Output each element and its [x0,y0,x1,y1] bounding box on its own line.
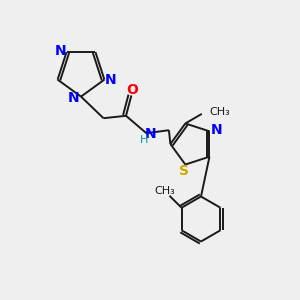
Text: N: N [55,44,66,58]
Text: N: N [210,123,222,137]
Text: CH₃: CH₃ [209,107,230,117]
Text: N: N [145,127,156,141]
Text: N: N [68,91,79,105]
Text: H: H [140,135,148,145]
Text: S: S [179,164,189,178]
Text: N: N [105,73,116,87]
Text: O: O [126,83,138,97]
Text: CH₃: CH₃ [154,186,176,196]
